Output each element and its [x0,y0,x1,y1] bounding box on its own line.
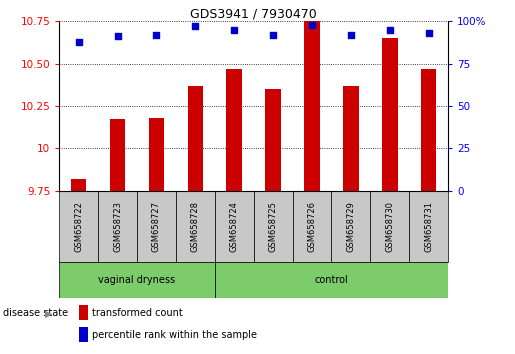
Point [386,27,394,33]
Point [75,39,83,44]
Bar [71,179,87,190]
Text: percentile rank within the sample: percentile rank within the sample [92,330,258,340]
FancyBboxPatch shape [409,190,448,262]
Bar [149,118,164,190]
Bar [382,38,398,190]
Bar [110,119,125,190]
FancyBboxPatch shape [332,190,370,262]
Text: vaginal dryness: vaginal dryness [98,275,176,285]
Text: transformed count: transformed count [92,308,183,318]
Bar [265,89,281,190]
Point [269,32,277,38]
FancyBboxPatch shape [137,190,176,262]
Text: GSM658731: GSM658731 [424,201,433,252]
Point [424,30,433,36]
Point [230,27,238,33]
FancyBboxPatch shape [59,190,98,262]
Text: GSM658727: GSM658727 [152,201,161,252]
FancyBboxPatch shape [253,190,293,262]
Bar [343,86,358,190]
Text: GSM658729: GSM658729 [347,201,355,252]
Text: GSM658724: GSM658724 [230,201,238,252]
FancyBboxPatch shape [293,190,332,262]
Text: GSM658725: GSM658725 [269,201,278,252]
Text: disease state: disease state [3,308,67,318]
Bar [227,69,242,190]
Bar [79,327,89,342]
Point [347,32,355,38]
FancyBboxPatch shape [370,190,409,262]
Bar [79,306,89,320]
Point [113,34,122,39]
Point [191,23,199,29]
Point [308,22,316,28]
Text: GSM658722: GSM658722 [74,201,83,252]
Text: GSM658730: GSM658730 [385,201,394,252]
Point [152,32,161,38]
FancyBboxPatch shape [215,262,448,298]
Bar [304,21,320,190]
FancyBboxPatch shape [59,262,215,298]
Title: GDS3941 / 7930470: GDS3941 / 7930470 [190,7,317,20]
Text: GSM658728: GSM658728 [191,201,200,252]
FancyBboxPatch shape [98,190,137,262]
Bar [187,86,203,190]
Bar [421,69,436,190]
FancyBboxPatch shape [176,190,215,262]
FancyBboxPatch shape [215,190,253,262]
Text: GSM658726: GSM658726 [307,201,316,252]
Text: ▶: ▶ [45,308,53,318]
Text: GSM658723: GSM658723 [113,201,122,252]
Text: control: control [315,275,348,285]
